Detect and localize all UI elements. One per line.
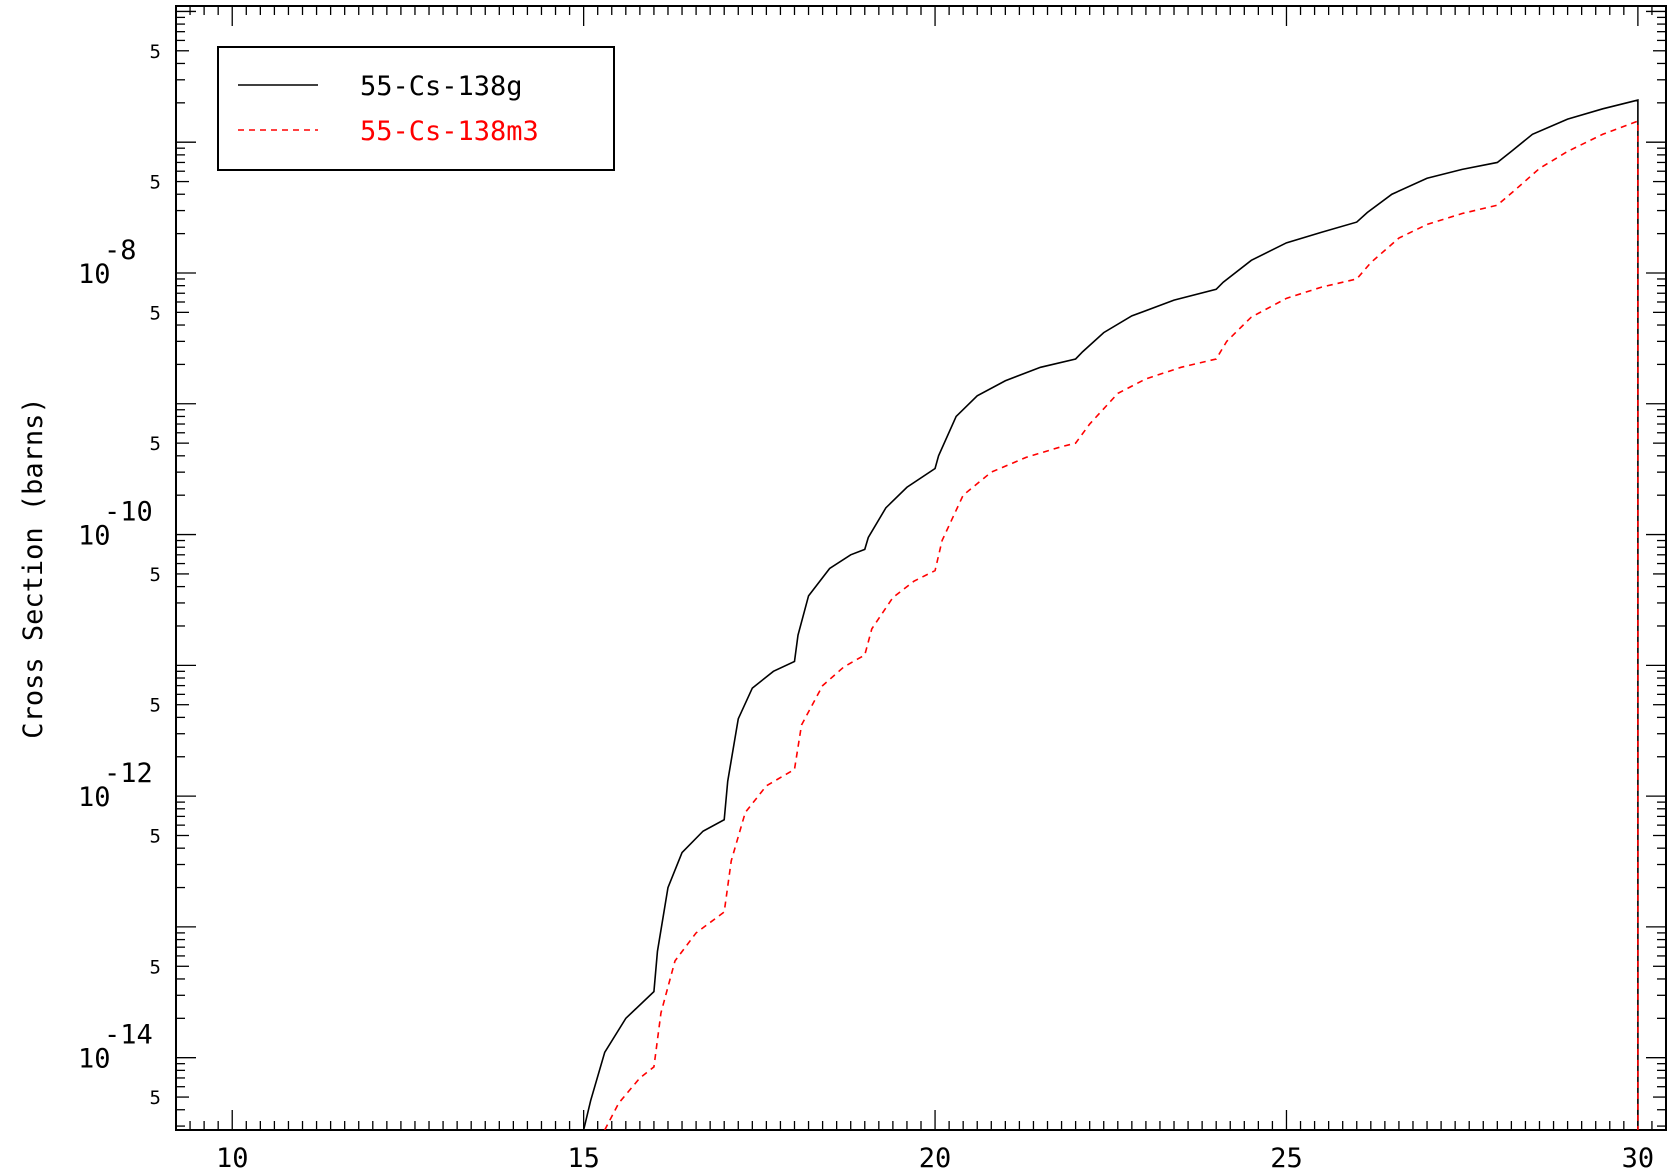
y-axis-label: Cross Section (barns) <box>18 397 49 738</box>
y-decade-tick-label: 10 <box>78 782 111 813</box>
series-line-2 <box>604 119 1639 1130</box>
y-minor-tick-label: 5 <box>150 172 161 194</box>
y-minor-tick-label: 5 <box>150 564 161 586</box>
x-tick-label: 25 <box>1270 1143 1303 1174</box>
y-minor-tick-label: 5 <box>150 41 161 63</box>
series-line-1 <box>582 99 1639 1130</box>
x-axis: 10 15 20 25 30 <box>175 6 1667 1174</box>
legend-label-series-2: 55-Cs-138m3 <box>360 116 539 147</box>
y-decade-tick-exponent: -10 <box>104 497 153 528</box>
legend-box <box>217 46 615 171</box>
y-minor-tick-label: 5 <box>150 825 161 847</box>
x-tick-label: 30 <box>1622 1143 1655 1174</box>
y-decade-tick-label: 10 <box>78 1044 111 1075</box>
y-minor-tick-label: 5 <box>150 956 161 978</box>
x-tick-label: 10 <box>216 1143 249 1174</box>
x-tick-label: 20 <box>919 1143 952 1174</box>
y-decade-tick-exponent: -14 <box>104 1020 153 1051</box>
y-minor-tick-label: 5 <box>150 1087 161 1109</box>
legend: 55-Cs-138g 55-Cs-138m3 <box>217 46 615 171</box>
y-decade-tick-label: 10 <box>78 259 111 290</box>
y-decade-tick-label: 10 <box>78 521 111 552</box>
legend-label-series-1: 55-Cs-138g <box>360 71 523 102</box>
series-layer <box>582 99 1639 1130</box>
y-decade-tick-exponent: -8 <box>104 235 137 266</box>
y-minor-tick-label: 5 <box>150 433 161 455</box>
y-minor-tick-label: 5 <box>150 302 161 324</box>
x-tick-label: 15 <box>567 1143 600 1174</box>
y-decade-tick-exponent: -12 <box>104 758 153 789</box>
y-minor-tick-label: 5 <box>150 695 161 717</box>
